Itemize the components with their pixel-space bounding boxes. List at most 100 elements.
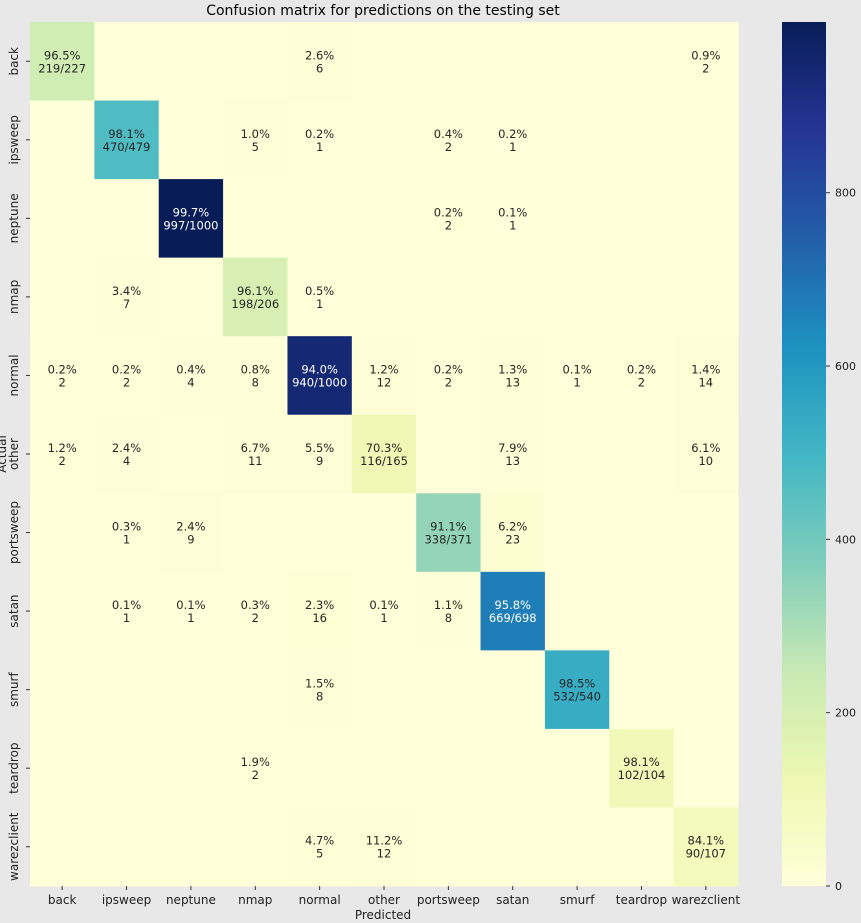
heatmap-cell-back-satan [480,22,546,102]
cell-percent-label: 0.8% [241,362,270,376]
heatmap-cell-teardrop-ipsweep [94,728,160,808]
cell-count-label: 12 [377,847,392,861]
heatmap-cell-neptune-smurf [544,179,610,259]
cell-count-label: 2 [123,375,130,389]
heatmap-cell-other-nmap [223,414,288,494]
cell-count-label: 2 [59,454,66,468]
heatmap-cell-neptune-back [30,179,95,259]
cell-count-label: 12 [377,375,392,389]
cell-count-label: 11 [248,454,263,468]
x-tick-label: normal [299,893,341,907]
cell-count-label: 219/227 [38,61,86,75]
cell-count-label: 9 [187,533,194,547]
cell-percent-label: 6.1% [691,441,720,455]
cell-count-label: 7 [123,297,130,311]
cell-count-label: 14 [698,375,713,389]
heatmap-cell-normal-portsweep [416,336,482,416]
heatmap-cell-satan-smurf [544,571,610,651]
heatmap-cell-normal-teardrop [609,336,675,416]
cell-count-label: 198/206 [231,297,279,311]
heatmap-cell-normal-smurf [544,336,610,416]
cell-percent-label: 0.1% [112,598,141,612]
heatmap-cell-warezclient-portsweep [416,807,482,887]
cell-percent-label: 91.1% [430,520,467,534]
heatmap-cell-nmap-other [351,257,417,337]
heatmap-cell-warezclient-smurf [544,807,610,887]
cell-count-label: 2 [638,375,645,389]
heatmap-cell-warezclient-nmap [223,807,288,887]
heatmap-cell-ipsweep-neptune [158,100,224,180]
y-tick-label: nmap [7,280,21,314]
heatmap-cell-neptune-normal [287,179,353,259]
heatmap-cell-back-back [30,22,95,102]
heatmap-cell-portsweep-warezclient [673,493,739,573]
x-tick-label: nmap [238,893,272,907]
cell-percent-label: 0.4% [176,362,205,376]
heatmap-cell-satan-teardrop [609,571,675,651]
cell-count-label: 470/479 [103,140,151,154]
heatmap-cell-teardrop-teardrop [609,728,675,808]
cell-percent-label: 1.3% [498,362,527,376]
cell-count-label: 90/107 [686,847,726,861]
heatmap-cell-smurf-neptune [158,650,224,730]
cell-count-label: 8 [316,690,323,704]
heatmap-cell-satan-ipsweep [94,571,160,651]
heatmap-cell-smurf-satan [480,650,546,730]
heatmap-cell-portsweep-normal [287,493,353,573]
heatmap-cell-neptune-warezclient [673,179,739,259]
x-axis-ticks: back ipsweep neptune nmap normal other portswe… [48,886,740,907]
x-tick-label: warezclient [672,893,741,907]
heatmap-cell-warezclient-ipsweep [94,807,160,887]
heatmap-cell-other-teardrop [609,414,675,494]
heatmap-cell-warezclient-warezclient [673,807,739,887]
heatmap-cell-ipsweep-other [351,100,417,180]
y-tick-label: smurf [7,672,21,707]
heatmap-cell-other-ipsweep [94,414,160,494]
colorbar-tick-label: 600 [835,360,856,373]
heatmap-grid: 96.5%219/2272.6%60.9%298.1%470/4791.0%50… [30,22,739,887]
heatmap-cell-warezclient-back [30,807,95,887]
heatmap-cell-neptune-teardrop [609,179,675,259]
colorbar-tick-label: 0 [835,880,842,893]
cell-percent-label: 0.1% [369,598,398,612]
heatmap-cell-portsweep-teardrop [609,493,675,573]
x-tick-label: neptune [166,893,216,907]
y-tick-label: portsweep [7,501,21,564]
cell-count-label: 1 [316,297,323,311]
cell-percent-label: 95.8% [494,598,531,612]
heatmap-cell-normal-neptune [158,336,224,416]
x-tick-label: teardrop [616,893,667,907]
cell-percent-label: 4.7% [305,834,334,848]
heatmap-cell-smurf-nmap [223,650,288,730]
cell-count-label: 1 [509,218,516,232]
heatmap-cell-nmap-warezclient [673,257,739,337]
cell-percent-label: 94.0% [301,362,338,376]
cell-count-label: 16 [312,611,327,625]
cell-percent-label: 0.2% [434,205,463,219]
cell-percent-label: 96.5% [44,48,81,62]
cell-count-label: 669/698 [489,611,537,625]
cell-count-label: 2 [252,768,259,782]
x-tick-label: smurf [560,893,595,907]
cell-count-label: 2 [445,375,452,389]
heatmap-cell-nmap-neptune [158,257,224,337]
x-tick-label: back [48,893,77,907]
cell-count-label: 23 [505,533,520,547]
cell-count-label: 8 [445,611,452,625]
heatmap-cell-portsweep-smurf [544,493,610,573]
heatmap-cell-back-teardrop [609,22,675,102]
heatmap-cell-other-neptune [158,414,224,494]
cell-percent-label: 1.5% [305,677,334,691]
heatmap-cell-warezclient-teardrop [609,807,675,887]
cell-percent-label: 0.2% [498,127,527,141]
cell-percent-label: 0.2% [112,362,141,376]
y-tick-label: other [7,438,21,470]
heatmap-cell-nmap-back [30,257,95,337]
heatmap-cell-portsweep-portsweep [416,493,482,573]
cell-percent-label: 0.2% [48,362,77,376]
heatmap-cell-neptune-other [351,179,417,259]
cell-percent-label: 11.2% [366,834,403,848]
heatmap-cell-warezclient-normal [287,807,353,887]
heatmap-cell-ipsweep-satan [480,100,546,180]
